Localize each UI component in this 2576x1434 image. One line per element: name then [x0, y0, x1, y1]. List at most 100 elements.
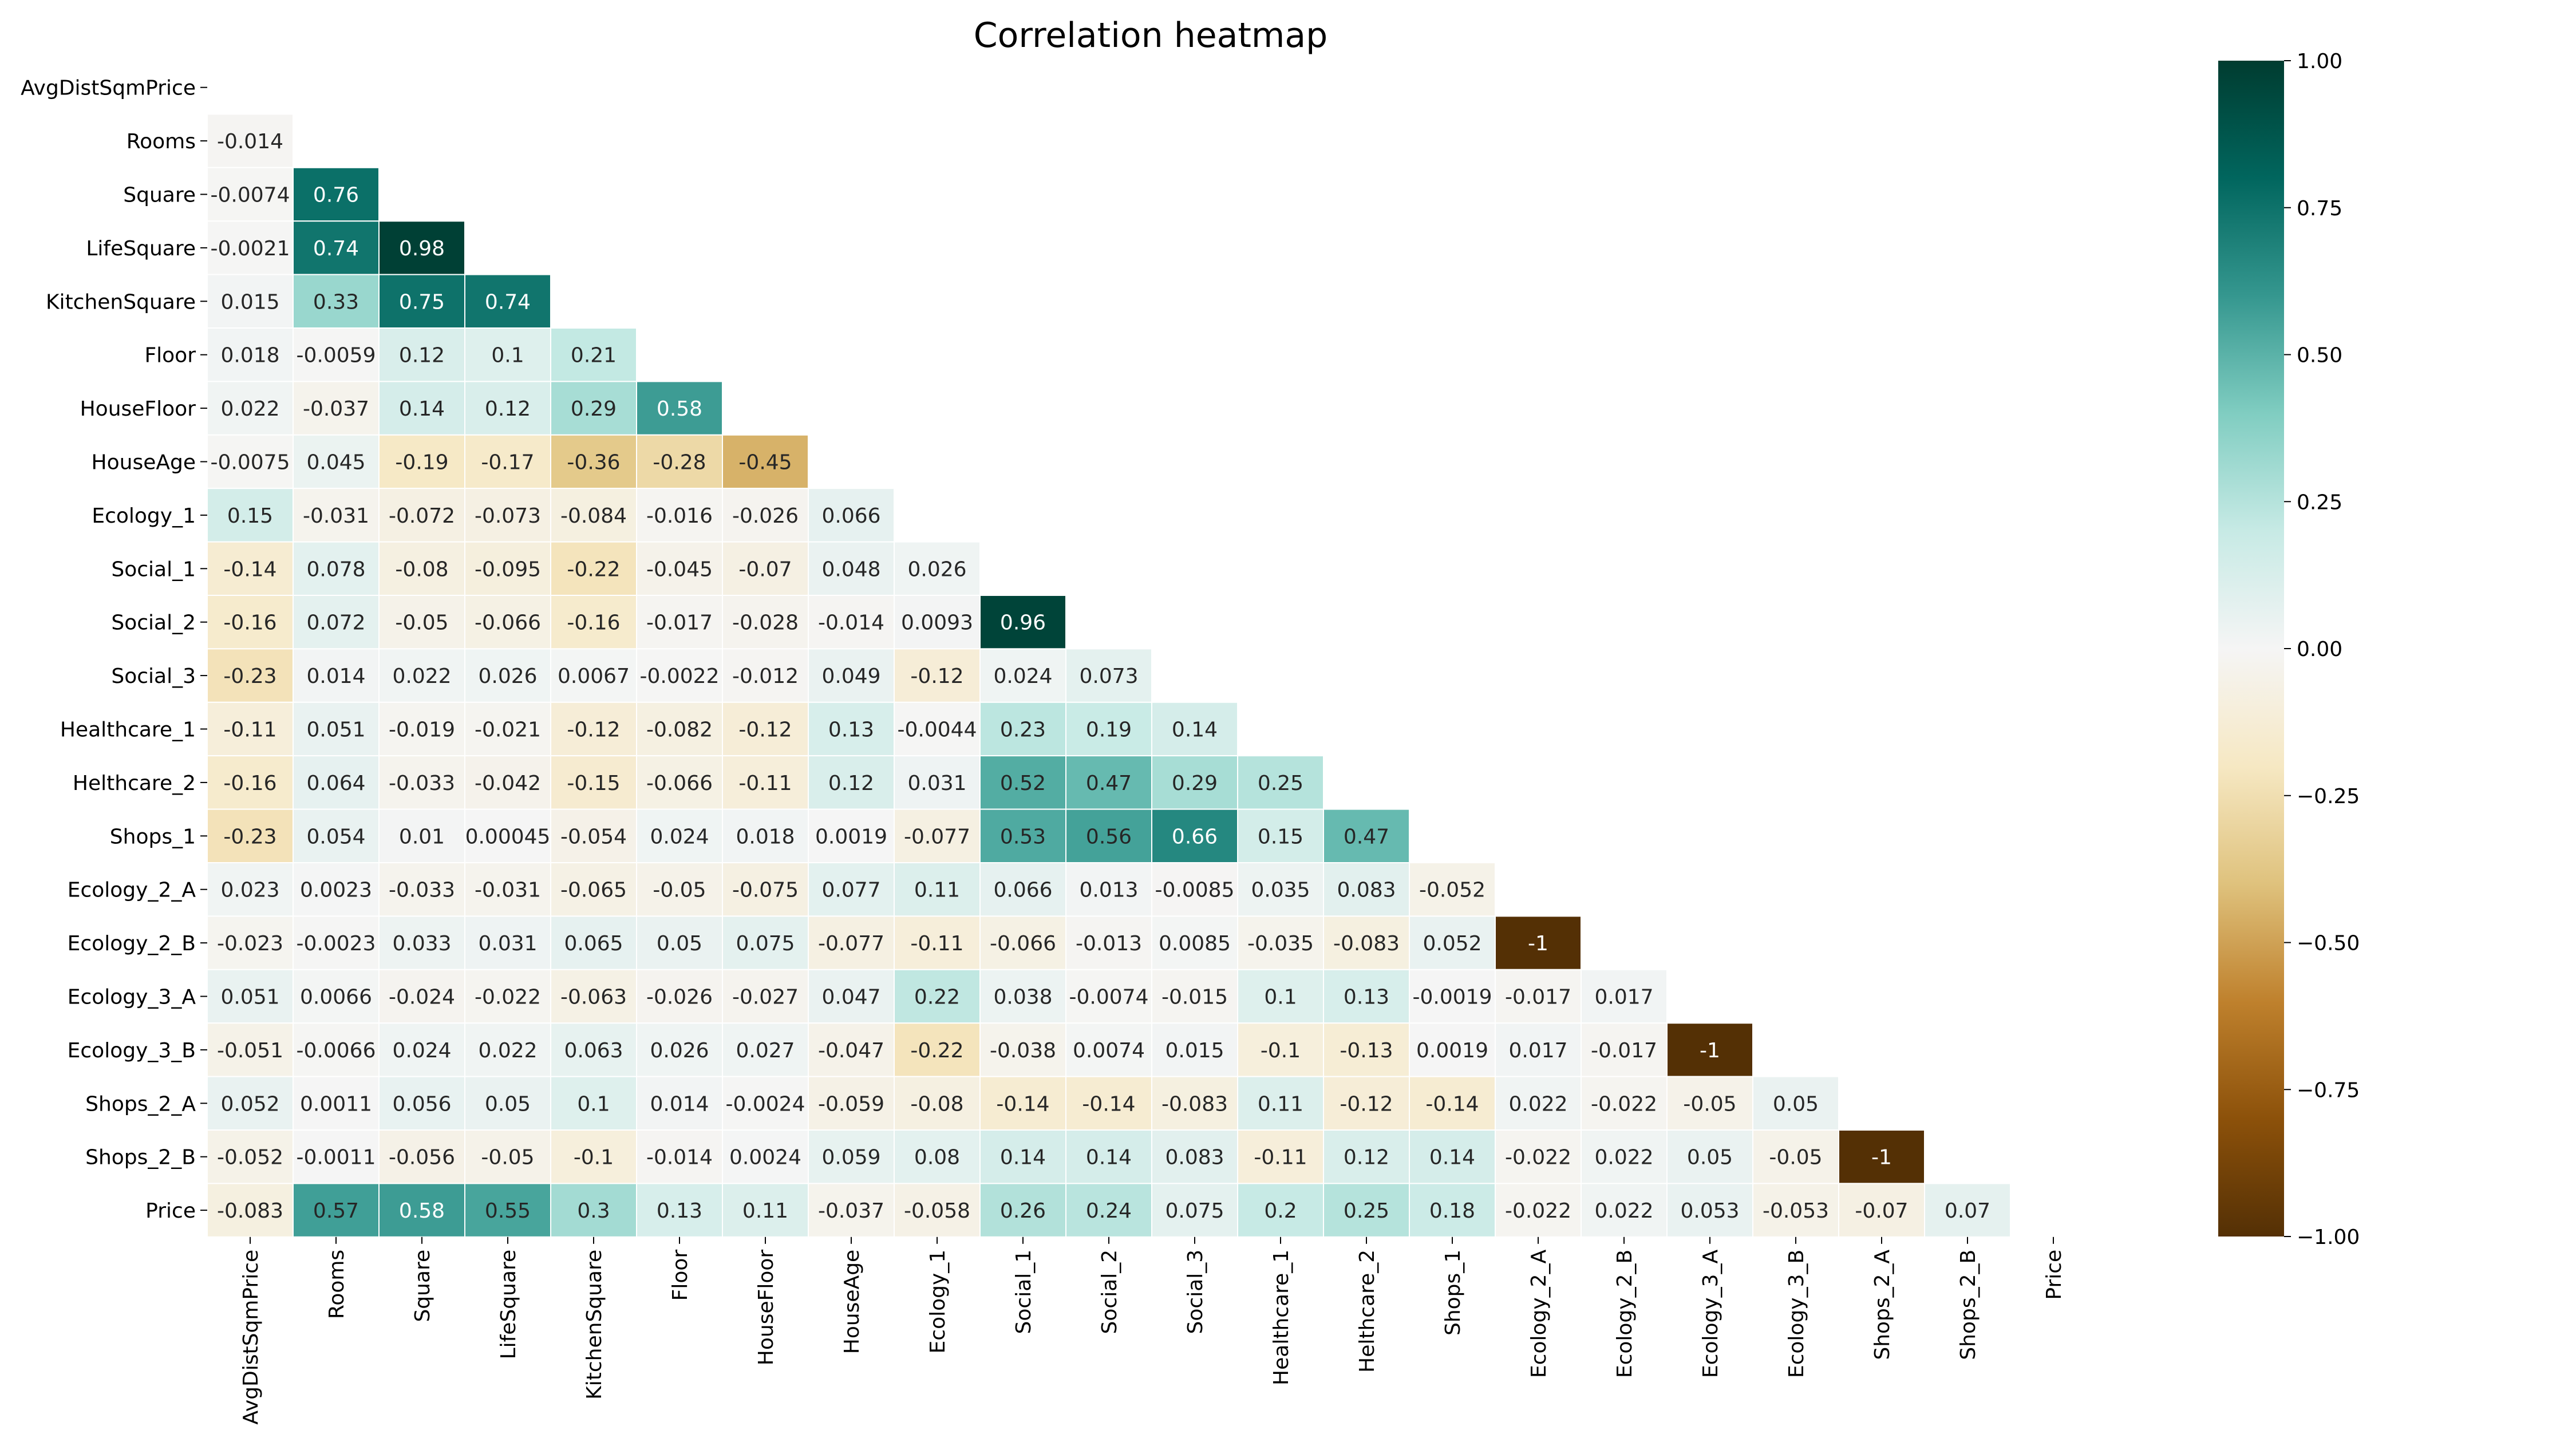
heatmap-cell-shops-1-social-3	[1151, 808, 1238, 863]
heatmap-cell-shops-2-b-avgdistsqmprice	[207, 1129, 294, 1184]
heatmap-cell-ecology-2-a-houseage	[808, 862, 895, 917]
y-tick-label-shops-2-a: Shops_2_A	[85, 1092, 196, 1116]
heatmap-cell-ecology-2-a-social-2	[1065, 862, 1152, 917]
heatmap-cell-ecology-2-b-rooms	[293, 915, 380, 970]
cell-value-label: 0.066	[993, 879, 1052, 902]
heatmap-cell-social-2-kitchensquare	[550, 595, 637, 650]
cell-value-label: 0.0019	[1416, 1039, 1488, 1062]
cell-value-label: 0.75	[399, 290, 445, 314]
heatmap-cell-shops-1-floor	[636, 808, 723, 863]
cell-value-label: 0.01	[399, 825, 445, 848]
cell-value-label: 0.045	[306, 451, 365, 475]
cell-value-label: -0.027	[732, 986, 799, 1009]
cell-value-label: -0.042	[475, 772, 541, 795]
heatmap-cell-ecology-2-b-avgdistsqmprice	[207, 915, 294, 970]
cell-value-label: -0.05	[395, 611, 448, 635]
cell-value-label: -0.14	[996, 1092, 1049, 1116]
cell-value-label: 0.015	[220, 290, 279, 314]
cell-value-label: 0.14	[399, 397, 445, 421]
y-tick-label-price: Price	[145, 1199, 196, 1223]
heatmap-cell-housefloor-lifesquare	[464, 381, 551, 436]
heatmap-cell-ecology-2-b-ecology-2-a	[1495, 915, 1582, 970]
heatmap-cell-shops-2-b-lifesquare	[464, 1129, 551, 1184]
cell-value-label: -0.23	[223, 825, 276, 848]
cell-value-label: -0.11	[1254, 1146, 1307, 1170]
x-tick-label-ecology-2-a: Ecology_2_A	[1527, 1249, 1551, 1378]
x-tick-label-lifesquare: LifeSquare	[497, 1250, 520, 1360]
cell-value-label: 0.33	[313, 290, 359, 314]
cell-value-label: 0.21	[571, 344, 617, 368]
cell-value-label: -0.0075	[211, 451, 290, 475]
heatmap-cell-shops-1-housefloor	[722, 808, 809, 863]
heatmap-cell-social-1-lifesquare	[464, 541, 551, 596]
cell-value-label: -0.014	[646, 1146, 713, 1170]
cell-value-label: -0.0044	[898, 718, 977, 742]
cell-value-label: 0.051	[306, 718, 365, 742]
cell-value-label: 0.14	[1086, 1146, 1132, 1170]
cell-value-label: -0.13	[1340, 1039, 1393, 1062]
heatmap-cell-social-2-houseage	[808, 595, 895, 650]
cell-value-label: -0.084	[560, 504, 627, 528]
cell-value-label: -0.014	[217, 130, 283, 153]
heatmap-cell-shops-2-a-kitchensquare	[550, 1076, 637, 1131]
y-tick-label-healthcare-1: Healthcare_1	[60, 718, 196, 742]
heatmap-cell-price-shops-2-a	[1838, 1183, 1925, 1238]
heatmap-cell-ecology-3-b-healthcare-1	[1237, 1022, 1324, 1077]
cell-value-label: -0.36	[567, 451, 620, 475]
heatmap-cell-helthcare-2-floor	[636, 755, 723, 810]
cell-value-label: -0.0074	[211, 184, 290, 207]
cell-value-label: -0.047	[818, 1039, 884, 1062]
heatmap-cell-ecology-2-a-square	[378, 862, 465, 917]
cell-value-label: -0.073	[475, 504, 541, 528]
cell-value-label: -1	[1700, 1039, 1720, 1062]
cell-value-label: 0.083	[1337, 879, 1396, 902]
x-tick-label-ecology-2-b: Ecology_2_B	[1613, 1250, 1637, 1378]
colorbar-gradient	[2218, 61, 2284, 1237]
cell-value-label: 0.53	[1000, 825, 1046, 848]
y-tick-label-houseage: HouseAge	[92, 451, 196, 475]
heatmap-cell-ecology-2-b-housefloor	[722, 915, 809, 970]
cell-value-label: 0.033	[392, 932, 451, 955]
heatmap-cell-shops-2-b-floor	[636, 1129, 723, 1184]
cell-value-label: 0.027	[736, 1039, 795, 1062]
cell-value-label: -0.026	[732, 504, 799, 528]
cell-value-label: 0.013	[1079, 879, 1138, 902]
y-tick-label-ecology-3-b: Ecology_3_B	[68, 1039, 196, 1062]
cell-value-label: 0.05	[1773, 1092, 1819, 1116]
cell-value-label: -0.051	[217, 1039, 283, 1062]
heatmap-cell-social-3-avgdistsqmprice	[207, 648, 294, 703]
cell-value-label: 0.0011	[300, 1092, 372, 1116]
heatmap-cell-social-2-avgdistsqmprice	[207, 595, 294, 650]
heatmap-cell-price-shops-1	[1409, 1183, 1496, 1238]
y-tick-label-rooms: Rooms	[127, 130, 196, 153]
cell-value-label: -0.16	[567, 611, 620, 635]
cell-value-label: -0.083	[1161, 1092, 1228, 1116]
cell-value-label: -0.08	[395, 558, 448, 581]
cell-value-label: 0.022	[1508, 1092, 1567, 1116]
cell-value-label: 0.075	[736, 932, 795, 955]
cell-value-label: 0.022	[1594, 1199, 1653, 1223]
cell-value-label: 0.05	[485, 1092, 531, 1116]
heatmap-cell-helthcare-2-ecology-1	[894, 755, 981, 810]
heatmap-cell-helthcare-2-avgdistsqmprice	[207, 755, 294, 810]
heatmap-cell-shops-1-social-2	[1065, 808, 1152, 863]
heatmap-cell-ecology-3-b-square	[378, 1022, 465, 1077]
heatmap-cell-social-3-ecology-1	[894, 648, 981, 703]
cell-value-label: -0.14	[223, 558, 276, 581]
cell-value-label: 0.13	[828, 718, 874, 742]
cell-value-label: -0.0074	[1069, 986, 1149, 1009]
heatmap-cell-healthcare-1-housefloor	[722, 701, 809, 757]
x-tick-label-price: Price	[2042, 1250, 2066, 1300]
cell-value-label: 0.026	[650, 1039, 709, 1062]
heatmap-cell-price-rooms	[293, 1183, 380, 1238]
cell-value-label: -0.05	[1683, 1092, 1736, 1116]
heatmap-cell-housefloor-rooms	[293, 381, 380, 436]
heatmap-cell-shops-2-b-social-3	[1151, 1129, 1238, 1184]
cell-value-label: 0.11	[742, 1199, 788, 1223]
heatmap-cell-shops-2-b-helthcare-2	[1323, 1129, 1410, 1184]
cell-value-label: 0.00045	[465, 825, 551, 848]
cell-value-label: 0.96	[1000, 611, 1046, 635]
heatmap-cell-shops-2-a-social-3	[1151, 1076, 1238, 1131]
heatmap-cell-ecology-3-b-avgdistsqmprice	[207, 1022, 294, 1077]
heatmap-cell-houseage-floor	[636, 434, 723, 489]
